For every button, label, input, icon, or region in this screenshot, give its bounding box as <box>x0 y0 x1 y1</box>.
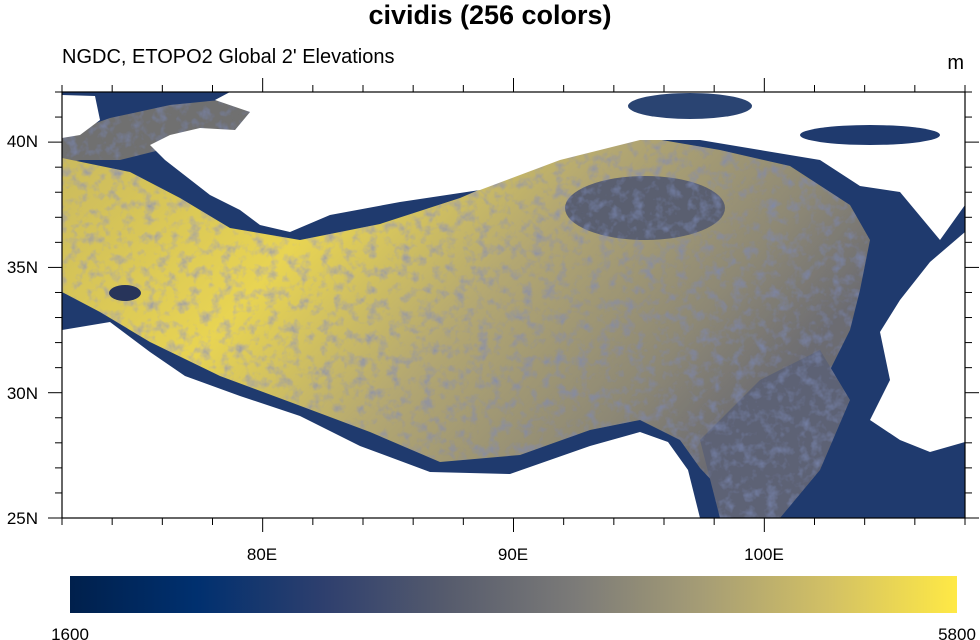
colorbar <box>70 576 957 613</box>
kashmir-valley <box>109 285 141 301</box>
qaidam-basin <box>565 176 725 240</box>
northeast-ranges <box>800 125 940 145</box>
northwest-lowland <box>62 95 100 138</box>
units-label: m <box>947 52 964 74</box>
lon-label-100: 100E <box>744 545 784 564</box>
subtitle-left: NGDC, ETOPO2 Global 2' Elevations <box>62 46 395 68</box>
tarim-basin <box>150 92 965 240</box>
lat-label-30: 30N <box>7 384 38 403</box>
sichuan-lowland <box>870 232 965 452</box>
lat-label-25: 25N <box>7 509 38 528</box>
tien-shan-east <box>628 93 752 119</box>
lat-label-35: 35N <box>7 258 38 277</box>
axis-ticks <box>48 78 979 532</box>
plot-title: cividis (256 colors) <box>368 0 612 30</box>
colorbar-max-label: 5800 <box>938 625 976 640</box>
lon-label-90: 90E <box>498 545 528 564</box>
elevation-map <box>62 92 965 518</box>
indian-plains <box>62 322 700 518</box>
southeast-gorges <box>700 350 850 518</box>
northwest-mountains <box>62 100 250 165</box>
lat-label-40: 40N <box>7 132 38 151</box>
lon-label-80: 80E <box>247 545 277 564</box>
colorbar-min-label: 1600 <box>51 625 89 640</box>
